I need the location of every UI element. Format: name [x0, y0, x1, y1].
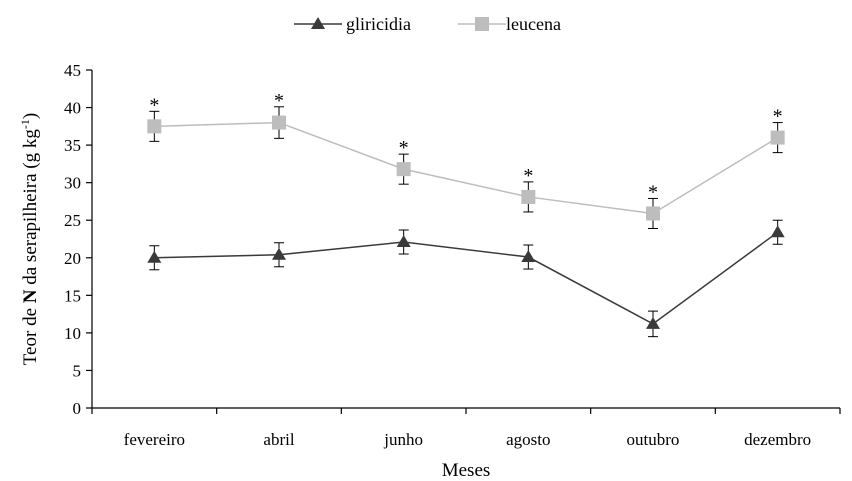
- y-tick-label: 10: [64, 324, 81, 343]
- y-tick-label: 0: [73, 399, 82, 418]
- y-tick-label: 45: [64, 61, 81, 80]
- data-point-leucena: [147, 119, 162, 134]
- significance-marker: *: [648, 181, 658, 203]
- y-tick-label: 40: [64, 99, 81, 118]
- data-point-leucena: [770, 130, 785, 145]
- y-title-suffix: ): [20, 113, 41, 119]
- y-title-middle: da serapilheira (g kg: [20, 129, 41, 290]
- y-tick-label: 35: [64, 136, 81, 155]
- x-tick-label: fevereiro: [124, 430, 185, 449]
- y-title-superscript: -1: [18, 119, 32, 129]
- significance-marker: *: [274, 90, 284, 112]
- y-tick-label: 15: [64, 286, 81, 305]
- x-tick-label: outubro: [627, 430, 680, 449]
- y-tick-label: 30: [64, 174, 81, 193]
- significance-marker: *: [523, 165, 533, 187]
- annotation-layer: * * * * * *: [149, 90, 782, 204]
- legend-marker: [311, 17, 325, 29]
- data-point-leucena: [396, 162, 411, 177]
- data-point-leucena: [272, 115, 286, 130]
- y-tick-label: 20: [64, 249, 81, 268]
- data-point-gliricidia: [521, 250, 536, 263]
- x-axis: fevereiro abril junho agosto outubro dezembro: [91, 407, 841, 449]
- x-tick-label: dezembro: [744, 430, 811, 449]
- legend-item-leucena: leucena: [458, 14, 561, 34]
- significance-marker: *: [149, 94, 159, 116]
- legend-marker: [475, 17, 489, 31]
- series-layer: [147, 106, 785, 338]
- y-tick-label: 5: [73, 361, 82, 380]
- series-line-gliricidia: [154, 231, 779, 325]
- data-point-gliricidia: [396, 235, 411, 248]
- y-axis: 0 5 10 15 20 25 30 35 40 45: [64, 61, 93, 418]
- legend-label: leucena: [506, 14, 561, 34]
- x-tick-label: agosto: [506, 430, 550, 449]
- significance-marker: *: [773, 106, 783, 128]
- data-point-leucena: [646, 206, 660, 221]
- legend: gliricidia leucena: [294, 14, 561, 34]
- data-point-gliricidia: [272, 247, 286, 260]
- legend-label: gliricidia: [346, 14, 411, 34]
- series-gliricidia: [147, 219, 785, 338]
- data-point-leucena: [521, 189, 536, 204]
- data-point-gliricidia: [646, 316, 660, 329]
- significance-marker: *: [399, 137, 409, 159]
- y-axis-title: Teor de N da serapilheira (g kg-1): [18, 113, 41, 365]
- x-tick-label: junho: [383, 430, 423, 449]
- y-title-bold: N: [20, 289, 41, 303]
- data-point-gliricidia: [770, 225, 785, 238]
- legend-item-gliricidia: gliricidia: [294, 14, 411, 34]
- x-axis-title: Meses: [442, 460, 491, 481]
- series-line-leucena: [154, 121, 779, 215]
- data-point-gliricidia: [147, 250, 162, 263]
- x-tick-label: abril: [263, 430, 294, 449]
- series-leucena: [147, 106, 785, 229]
- y-tick-label: 25: [64, 211, 81, 230]
- y-title-prefix: Teor de: [20, 303, 41, 365]
